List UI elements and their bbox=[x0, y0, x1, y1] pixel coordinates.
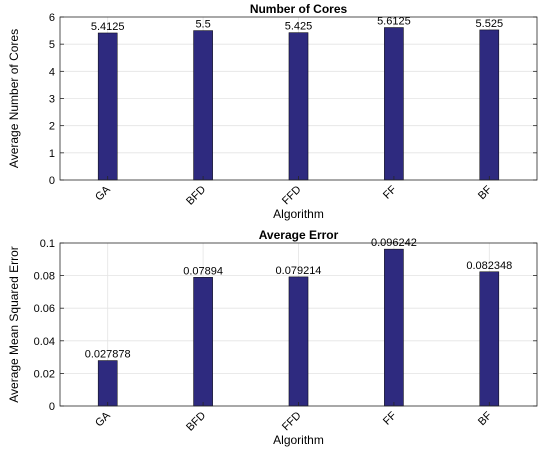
x-ticks: GA BFD FFD FF BF bbox=[93, 176, 495, 208]
bar-bfd bbox=[193, 277, 213, 407]
x-tick-label: BFD bbox=[184, 410, 208, 434]
x-tick-label: GA bbox=[93, 183, 113, 203]
data-label: 5.525 bbox=[476, 18, 504, 30]
bar-ffd bbox=[288, 276, 309, 407]
y-tick-label: 6 bbox=[49, 12, 55, 24]
y-tick-label: 0.06 bbox=[34, 303, 55, 315]
bars bbox=[97, 248, 500, 407]
x-tick-label: FF bbox=[381, 409, 399, 427]
y-tick-label: 0 bbox=[49, 175, 55, 187]
data-label: 0.07894 bbox=[183, 265, 223, 277]
y-tick-label: 1 bbox=[49, 148, 55, 160]
data-label: 0.096242 bbox=[371, 237, 417, 249]
data-label: 0.079214 bbox=[276, 265, 322, 277]
y-tick-label: 0.1 bbox=[40, 238, 55, 250]
data-label: 5.425 bbox=[285, 21, 313, 33]
x-tick-label: GA bbox=[93, 409, 113, 429]
x-tick-label: BFD bbox=[184, 184, 208, 208]
bar-bfd bbox=[193, 30, 213, 181]
bar-ga bbox=[97, 360, 118, 407]
chart-title: Average Error bbox=[259, 228, 339, 242]
data-label: 5.5 bbox=[195, 19, 210, 31]
y-ticks: 0 1 2 3 4 5 6 bbox=[49, 12, 537, 187]
y-axis-label: Average Mean Squared Error bbox=[7, 246, 21, 403]
data-labels: 5.4125 5.5 5.425 5.6125 5.525 bbox=[91, 16, 503, 33]
y-tick-label: 4 bbox=[49, 66, 55, 78]
y-tick-label: 0.04 bbox=[34, 336, 55, 348]
y-tick-label: 3 bbox=[49, 94, 55, 106]
y-tick-label: 0.02 bbox=[34, 368, 55, 380]
bar-bf bbox=[479, 29, 500, 181]
x-ticks: GA BFD FFD FF BF bbox=[93, 402, 495, 434]
y-ticks: 0 0.02 0.04 0.06 0.08 0.1 bbox=[34, 238, 537, 413]
bar-ffd bbox=[288, 32, 309, 181]
data-label: 0.027878 bbox=[85, 349, 131, 361]
x-axis-label: Algorithm bbox=[273, 207, 324, 221]
data-label: 5.4125 bbox=[91, 21, 125, 33]
bars bbox=[97, 27, 500, 181]
chart-average-error: 0 0.02 0.04 0.06 0.08 0.1 GA BFD FFD FF BF 0.0278… bbox=[7, 228, 538, 447]
y-tick-label: 2 bbox=[49, 121, 55, 133]
chart-number-of-cores: 0 1 2 3 4 5 6 GA BFD FFD FF BF 5.4125 5.5 5.425 5.612… bbox=[7, 2, 538, 221]
bar-ga bbox=[97, 32, 118, 181]
x-tick-label: FFD bbox=[280, 184, 304, 208]
bar-ff bbox=[384, 248, 404, 407]
data-labels: 0.027878 0.07894 0.079214 0.096242 0.082348 bbox=[85, 237, 512, 360]
data-label: 0.082348 bbox=[466, 260, 512, 272]
y-axis-label: Average Number of Cores bbox=[7, 29, 21, 168]
x-tick-label: BF bbox=[476, 409, 495, 428]
data-label: 5.6125 bbox=[377, 16, 411, 28]
x-tick-label: FF bbox=[381, 183, 399, 201]
x-axis-label: Algorithm bbox=[273, 433, 324, 447]
x-tick-label: BF bbox=[476, 183, 495, 202]
y-tick-label: 0.08 bbox=[34, 271, 55, 283]
bar-ff bbox=[384, 27, 404, 181]
x-tick-label: FFD bbox=[280, 410, 304, 434]
bar-bf bbox=[479, 271, 500, 407]
y-tick-label: 5 bbox=[49, 39, 55, 51]
y-tick-label: 0 bbox=[49, 401, 55, 413]
chart-title: Number of Cores bbox=[250, 2, 348, 16]
